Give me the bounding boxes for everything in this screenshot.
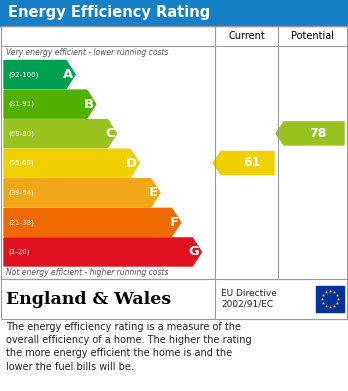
Polygon shape (4, 120, 117, 148)
Bar (0, 0, 348, 26)
Polygon shape (4, 208, 181, 237)
Text: EU Directive: EU Directive (221, 289, 277, 298)
Text: (39-54): (39-54) (8, 190, 34, 196)
Text: D: D (126, 157, 137, 170)
Text: Very energy efficient - lower running costs: Very energy efficient - lower running co… (6, 48, 168, 57)
Text: (69-80): (69-80) (8, 131, 34, 137)
Polygon shape (4, 149, 139, 177)
Polygon shape (4, 238, 201, 266)
Text: Current: Current (228, 31, 265, 41)
Text: The energy efficiency rating is a measure of the
overall efficiency of a home. T: The energy efficiency rating is a measur… (6, 322, 252, 371)
Text: (1-20): (1-20) (8, 249, 29, 255)
Polygon shape (4, 61, 75, 89)
Text: Energy Efficiency Rating: Energy Efficiency Rating (8, 5, 210, 20)
Text: C: C (105, 127, 114, 140)
Text: (21-38): (21-38) (8, 219, 34, 226)
Text: Not energy efficient - higher running costs: Not energy efficient - higher running co… (6, 268, 168, 277)
Bar (316, 286, 344, 312)
Text: 2002/91/EC: 2002/91/EC (221, 300, 273, 308)
Bar (1, 26, 347, 319)
Text: (92-100): (92-100) (8, 71, 38, 78)
Text: E: E (149, 187, 158, 199)
Text: 78: 78 (309, 127, 327, 140)
Text: 61: 61 (243, 156, 260, 170)
Text: (81-91): (81-91) (8, 101, 34, 108)
Text: Potential: Potential (291, 31, 334, 41)
Text: G: G (189, 246, 199, 258)
Text: A: A (63, 68, 73, 81)
Polygon shape (4, 90, 96, 118)
Polygon shape (4, 179, 160, 207)
Polygon shape (276, 122, 344, 145)
Text: England & Wales: England & Wales (6, 291, 171, 307)
Text: F: F (169, 216, 179, 229)
Text: B: B (84, 98, 94, 111)
Polygon shape (213, 151, 274, 174)
Text: (55-68): (55-68) (8, 160, 34, 167)
